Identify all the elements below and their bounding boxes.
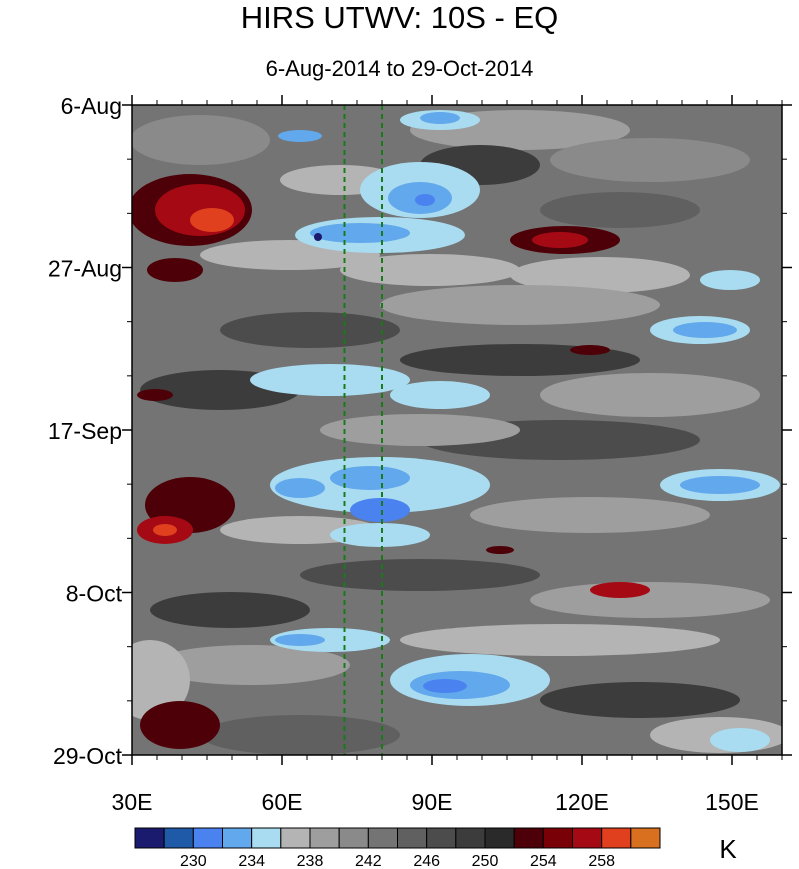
contour-region [275,478,325,498]
colorbar-swatch [601,827,632,849]
contour-region [200,715,400,755]
y-tick-label: 17-Sep [48,418,122,444]
contour-region [320,414,520,446]
contour-region [380,285,660,325]
y-tick-label: 6-Aug [61,93,122,119]
contour-region [220,312,400,348]
colorbar-swatch [455,827,486,849]
reference-lines [343,105,383,755]
contour-region [140,701,220,749]
colorbar-swatch [134,827,165,849]
contour-region [150,592,310,628]
contour-region [540,373,760,417]
contour-region [415,194,435,206]
contour-region [147,258,203,282]
contour-region [700,270,760,290]
contour-fill [132,110,782,755]
colorbar-swatch [630,827,661,849]
colorbar-swatch [192,827,223,849]
contour-region [350,498,410,522]
contour-region [275,634,325,646]
contour-region [314,233,322,241]
colorbar-label: 258 [588,853,615,869]
chart-title: HIRS UTWV: 10S - EQ [240,0,559,35]
colorbar-swatch [513,827,544,849]
contour-region [132,640,190,720]
colorbar-label: 238 [297,853,324,869]
contour-region [300,559,540,591]
colorbar-swatch [309,827,340,849]
colorbar-swatch [572,827,603,849]
x-tick-label: 120E [555,789,609,815]
colorbar-swatch [397,827,428,849]
x-tick-label: 90E [412,789,453,815]
contour-region [420,112,460,124]
colorbar-label: 246 [413,853,440,869]
contour-region [340,254,520,286]
colorbar-swatch [222,827,253,849]
y-tick-label: 27-Aug [48,256,122,282]
contour-region [330,523,430,547]
contour-region [673,322,737,338]
contour-region [153,524,177,536]
colorbar-swatch [338,827,369,849]
y-tick-label: 29-Oct [53,743,123,769]
colorbar-swatch [426,827,457,849]
contour-region [330,466,410,490]
colorbar: 230 234 238 242 246 250 254 258 K [134,827,737,869]
axes: 30E 60E 90E 120E 150E 6-Aug 27-Aug 17-Sep 8-Oct 2… [48,93,792,815]
colorbar-swatch [163,827,194,849]
contour-region [400,624,720,656]
contour-region [710,728,770,752]
contour-region [510,257,690,293]
x-tick-label: 150E [705,789,759,815]
contour-region [250,364,410,396]
colorbar-label: 250 [472,853,499,869]
contour-region [132,115,270,165]
contour-region [310,223,410,243]
contour-region [590,582,650,598]
contour-region [680,476,760,494]
colorbar-unit: K [719,834,737,864]
colorbar-swatch [251,827,282,849]
colorbar-swatch [367,827,399,849]
contour-region [423,679,467,693]
y-tick-label: 8-Oct [66,581,123,607]
contour-region [150,645,350,685]
contour-region [540,682,740,718]
x-tick-label: 60E [262,789,303,815]
plot-area [132,105,782,755]
colorbar-label: 242 [355,853,382,869]
contour-region [470,497,710,533]
contour-region [137,389,173,401]
contour-region [540,192,700,228]
contour-region [190,208,234,232]
colorbar-swatch [484,827,515,849]
contour-region [390,381,490,409]
contour-region [532,232,588,248]
x-tick-label: 30E [112,789,153,815]
contour-region [570,345,610,355]
contour-region [278,130,322,142]
contour-region [486,546,514,554]
contour-region [550,138,750,182]
chart-subtitle: 6-Aug-2014 to 29-Oct-2014 [265,56,534,81]
contour-region [530,582,770,618]
colorbar-label: 230 [180,853,207,869]
colorbar-swatch [280,827,311,849]
colorbar-swatch [542,827,573,849]
colorbar-label: 234 [238,853,265,869]
colorbar-label: 254 [530,853,557,869]
